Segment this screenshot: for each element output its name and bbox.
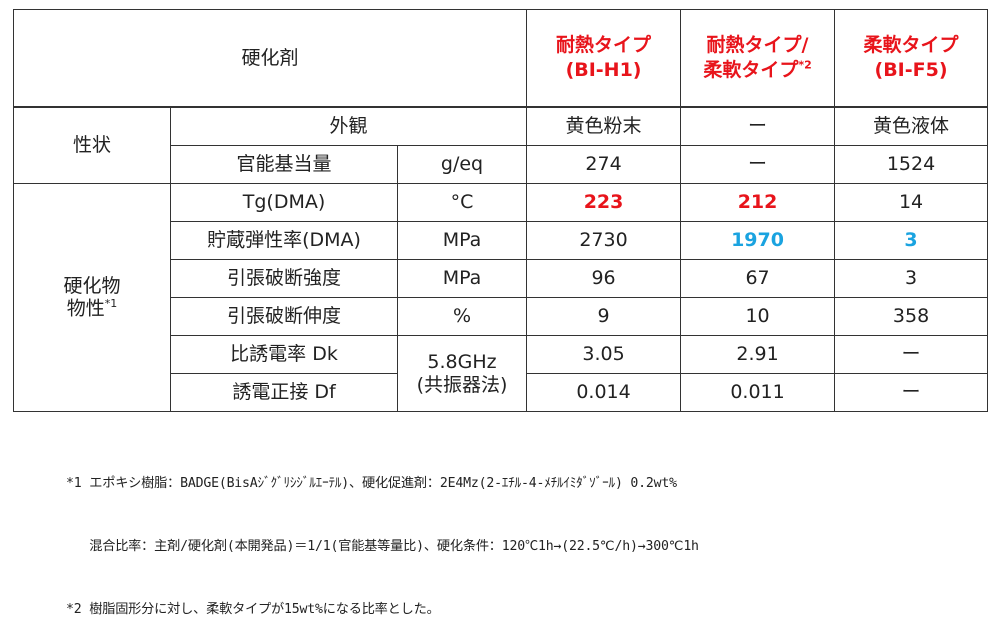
- footnote-1-line-2: 混合比率：主剤/硬化剤(本開発品)＝1/1(官能基等量比)、硬化条件：120℃1…: [66, 539, 699, 554]
- unit-cell: g/eq: [396, 145, 528, 184]
- unit-frequency: 5.8GHz: [427, 350, 497, 373]
- value-cell: 3: [834, 259, 989, 298]
- unit-method: (共振器法): [416, 373, 508, 396]
- row-label: 引張破断強度: [170, 259, 398, 298]
- value-cell: 2730: [526, 221, 682, 260]
- product-code: (BI-F5): [874, 59, 948, 81]
- group-label: 物性: [66, 297, 105, 320]
- value-cell: 1524: [834, 145, 989, 184]
- value-cell: 2.91: [680, 335, 836, 374]
- value-cell: 0.011: [680, 373, 836, 412]
- table-row: 官能基当量 g/eq 274 ー 1524: [14, 145, 989, 184]
- value-cell: ー: [680, 145, 836, 184]
- product-name: 耐熱タイプ/: [706, 34, 809, 57]
- footnote-2: *2 樹脂固形分に対し、柔軟タイプが15wt%になる比率とした。: [66, 602, 440, 617]
- footnote-1-line-1: *1 エポキシ樹脂：BADGE(BisAｼﾞｸﾞﾘｼｼﾞﾙｴｰﾃﾙ)、硬化促進剤…: [66, 476, 677, 491]
- footnote-marker: *1: [104, 297, 118, 311]
- spec-table: 硬化剤 耐熱タイプ (BI-H1) 耐熱タイプ/ 柔軟タイプ*2 柔軟タイプ (…: [12, 9, 989, 412]
- value-cell: ー: [834, 335, 989, 374]
- table-row: 貯蔵弾性率(DMA) MPa 2730 1970 3: [14, 221, 989, 260]
- row-label: 誘電正接 Df: [170, 373, 398, 412]
- value-cell-highlight: 3: [834, 221, 989, 260]
- unit-cell: °C: [396, 183, 528, 222]
- value-cell: 14: [834, 183, 989, 222]
- value-cell: 274: [526, 145, 682, 184]
- product-name: 柔軟タイプ: [703, 59, 799, 81]
- group-label: 硬化物: [63, 274, 121, 297]
- table-row: 硬化物 物性*1 Tg(DMA) °C 223 212 14: [13, 183, 989, 412]
- value-cell: 黄色粉末: [526, 106, 682, 146]
- header-row: 硬化剤 耐熱タイプ (BI-H1) 耐熱タイプ/ 柔軟タイプ*2 柔軟タイプ (…: [12, 9, 989, 108]
- value-cell: 358: [834, 297, 989, 336]
- table-row: 比誘電率 Dk 5.8GHz (共振器法) 3.05 2.91 ー: [14, 335, 989, 412]
- value-cell: 0.014: [526, 373, 682, 412]
- table-row: 誘電正接 Df 0.014 0.011 ー: [14, 373, 989, 412]
- value-cell: ー: [834, 373, 989, 412]
- table-row: 引張破断強度 MPa 96 67 3: [14, 259, 989, 298]
- row-label: 官能基当量: [170, 145, 398, 184]
- value-cell-highlight: 212: [680, 183, 836, 222]
- value-cell: 3.05: [526, 335, 682, 374]
- row-label: Tg(DMA): [170, 183, 398, 222]
- value-cell-highlight: 1970: [680, 221, 836, 260]
- value-cell: 67: [680, 259, 836, 298]
- value-cell: 黄色液体: [834, 106, 989, 146]
- product-header-bi-h1: 耐熱タイプ (BI-H1): [526, 9, 682, 108]
- value-cell: ー: [680, 106, 836, 146]
- unit-cell: MPa: [396, 221, 528, 260]
- row-label: 外観: [169, 106, 528, 146]
- value-cell: 9: [526, 297, 682, 336]
- row-label: 比誘電率 Dk: [170, 335, 398, 374]
- footnotes: *1 エポキシ樹脂：BADGE(BisAｼﾞｸﾞﾘｼｼﾞﾙｴｰﾃﾙ)、硬化促進剤…: [66, 431, 699, 641]
- row-label: 引張破断伸度: [170, 297, 398, 336]
- table-row: 引張破断伸度 % 9 10 358: [14, 297, 989, 336]
- value-cell: 10: [680, 297, 836, 336]
- product-name: 柔軟タイプ: [863, 34, 959, 57]
- product-code: (BI-H1): [565, 59, 642, 81]
- table-row: 性状 外観 黄色粉末 ー 黄色液体: [13, 106, 989, 184]
- unit-cell: %: [396, 297, 528, 336]
- value-cell: 96: [526, 259, 682, 298]
- product-header-bi-f5: 柔軟タイプ (BI-F5): [834, 9, 989, 108]
- product-header-blend: 耐熱タイプ/ 柔軟タイプ*2: [680, 9, 836, 108]
- row-label: 貯蔵弾性率(DMA): [170, 221, 398, 260]
- group-cured-properties: 硬化物 物性*1: [13, 183, 171, 412]
- hardener-header: 硬化剤: [12, 9, 528, 108]
- group-properties: 性状: [13, 106, 171, 184]
- product-name: 耐熱タイプ: [556, 34, 652, 57]
- value-cell-highlight: 223: [526, 183, 682, 222]
- dielectric-unit-cell: 5.8GHz (共振器法): [396, 335, 528, 412]
- footnote-marker: *2: [798, 58, 812, 72]
- unit-cell: MPa: [396, 259, 528, 298]
